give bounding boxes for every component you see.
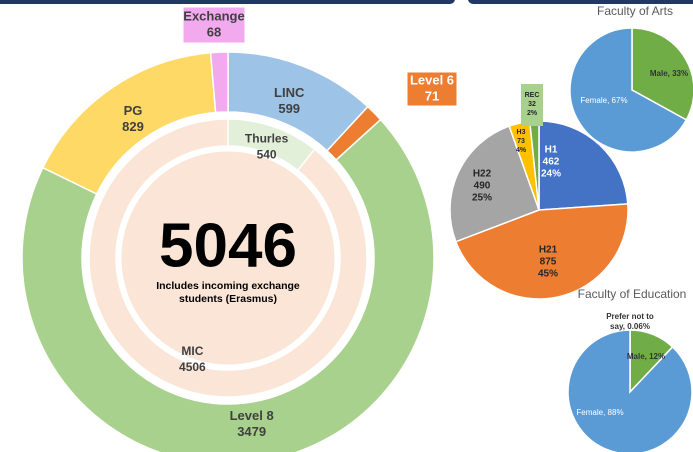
label: 490 xyxy=(474,181,491,192)
center-note: Includes incoming exchange students (Era… xyxy=(156,280,300,305)
slice-label: Prefer not to say, 0.06% xyxy=(606,312,654,331)
slice xyxy=(88,118,368,398)
slice xyxy=(209,51,229,114)
label: 68 xyxy=(207,24,221,39)
label: Female, 88% xyxy=(576,408,623,417)
label: 599 xyxy=(278,101,300,116)
label: PG xyxy=(124,103,143,118)
callout-box xyxy=(182,6,246,44)
label: 24% xyxy=(541,169,561,180)
slice xyxy=(21,118,435,452)
label: Male, 33% xyxy=(650,69,688,78)
label: Female, 67% xyxy=(580,96,627,105)
label: MIC xyxy=(181,344,203,358)
slice xyxy=(631,27,693,121)
center-disc xyxy=(118,148,338,368)
label: 462 xyxy=(543,157,560,168)
center-note-box: Includes incoming exchange students (Era… xyxy=(156,280,300,305)
header-bar xyxy=(0,0,455,4)
label: Level 8 xyxy=(230,408,274,423)
label: LINC xyxy=(274,85,305,100)
label: REC xyxy=(525,92,540,99)
label: Level 6 xyxy=(410,72,454,87)
label: 45% xyxy=(538,269,558,280)
slice xyxy=(449,125,540,243)
label: 2% xyxy=(527,110,538,117)
center-value: 5046 xyxy=(159,211,297,280)
pie-title: Faculty of Education xyxy=(578,287,687,301)
label: 4506 xyxy=(179,360,206,374)
label: 4% xyxy=(516,147,527,154)
label: 73 xyxy=(517,138,525,145)
label: Male, 12% xyxy=(627,352,665,361)
pie-title: Faculty of Arts xyxy=(597,4,673,18)
slice xyxy=(567,329,693,452)
label: 25% xyxy=(472,193,492,204)
label: 540 xyxy=(257,148,277,162)
slice xyxy=(454,203,629,300)
label: 875 xyxy=(540,257,557,268)
label: H3 xyxy=(517,129,526,136)
label: H1 xyxy=(545,145,558,156)
label: 829 xyxy=(122,119,144,134)
label: 3479 xyxy=(237,424,266,439)
label: H22 xyxy=(473,169,492,180)
label-box xyxy=(521,84,543,126)
slice xyxy=(569,27,688,153)
callout-box xyxy=(406,71,458,107)
label: Thurles xyxy=(245,132,289,146)
label: 32 xyxy=(528,101,536,108)
label: 71 xyxy=(425,88,439,103)
label: H21 xyxy=(539,245,558,256)
header-bar xyxy=(468,0,693,4)
slice xyxy=(538,120,629,211)
label: Exchange xyxy=(183,8,244,23)
